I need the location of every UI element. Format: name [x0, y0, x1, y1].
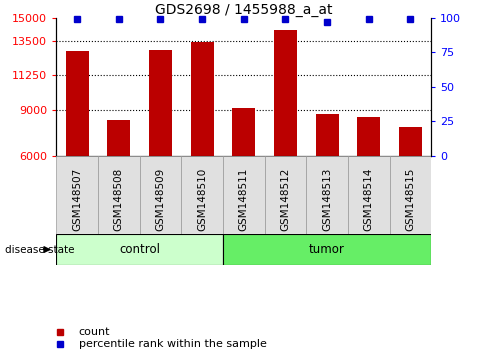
Bar [223, 234, 431, 266]
Bar [181, 156, 223, 234]
Title: GDS2698 / 1455988_a_at: GDS2698 / 1455988_a_at [155, 3, 333, 17]
Text: GSM148514: GSM148514 [364, 167, 374, 231]
Text: GSM148507: GSM148507 [72, 167, 82, 231]
Text: percentile rank within the sample: percentile rank within the sample [79, 339, 267, 349]
Text: GSM148511: GSM148511 [239, 167, 249, 231]
Text: tumor: tumor [309, 243, 345, 256]
Text: control: control [119, 243, 160, 256]
Text: GSM148510: GSM148510 [197, 167, 207, 231]
Bar [223, 156, 265, 234]
Text: GSM148509: GSM148509 [155, 167, 166, 231]
Bar [149, 50, 172, 156]
Bar [107, 120, 130, 156]
Bar [316, 114, 339, 156]
Bar [399, 127, 422, 156]
Text: GSM148508: GSM148508 [114, 167, 124, 231]
Text: count: count [79, 327, 110, 337]
Bar [98, 156, 140, 234]
Bar [390, 156, 431, 234]
Bar [348, 156, 390, 234]
Bar [191, 42, 214, 156]
Bar [140, 156, 181, 234]
Bar [56, 234, 223, 266]
Bar [306, 156, 348, 234]
Bar [357, 118, 380, 156]
Bar [265, 156, 306, 234]
Bar [232, 108, 255, 156]
Bar [274, 30, 297, 156]
Text: GSM148513: GSM148513 [322, 167, 332, 231]
Text: disease state: disease state [5, 245, 74, 255]
Bar [56, 156, 98, 234]
Text: GSM148512: GSM148512 [280, 167, 291, 231]
Text: GSM148515: GSM148515 [405, 167, 416, 231]
Bar [66, 51, 89, 156]
